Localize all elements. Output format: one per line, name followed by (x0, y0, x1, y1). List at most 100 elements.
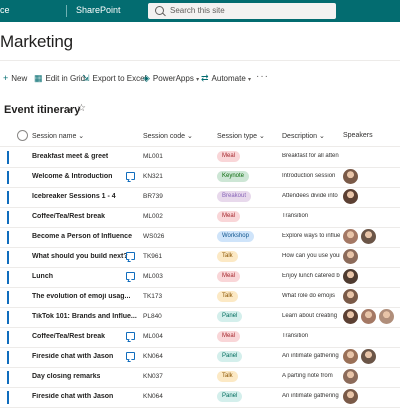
table-row[interactable]: Icebreaker Sessions 1 - 4 BR739 Breakout At… (0, 187, 400, 208)
speaker-avatar[interactable] (343, 389, 358, 404)
session-type-pill: Workshop (217, 231, 254, 242)
row-indicator (7, 371, 9, 384)
table-row[interactable]: TikTok 101: Brands and Influe... PL840 Pan… (0, 307, 400, 328)
command-bar: + New ▦ Edit in Grid ⇲ Export to Excel ◈ Pow… (0, 70, 400, 88)
suite-app-name[interactable]: ice (0, 5, 10, 15)
table-row[interactable]: Coffee/Tea/Rest break ML004 Meal Transition (0, 327, 400, 348)
session-name[interactable]: What should you build next? (32, 253, 128, 260)
session-code: TK961 (143, 253, 163, 260)
table-row[interactable]: Lunch ML003 Meal Enjoy lunch catered b (0, 267, 400, 288)
session-type-pill: Meal (217, 151, 241, 162)
session-name[interactable]: Day closing remarks (32, 373, 101, 380)
column-header-name[interactable]: Session name ⌄ (32, 133, 85, 140)
session-description: A parting note from (282, 373, 333, 379)
table-row[interactable]: Fireside chat with Jason KN064 Panel An int… (0, 347, 400, 368)
session-type-pill: Meal (217, 331, 241, 342)
speaker-avatar[interactable] (343, 289, 358, 304)
session-name[interactable]: Fireside chat with Jason (32, 353, 114, 360)
table-row[interactable]: Fireside chat with Jason KN064 Panel An int… (0, 387, 400, 408)
speaker-avatar[interactable] (343, 249, 358, 264)
session-code: ML003 (143, 273, 163, 280)
session-code: WS026 (143, 233, 165, 240)
column-header-description[interactable]: Description ⌄ (282, 133, 325, 140)
speaker-avatar[interactable] (361, 349, 376, 364)
speaker-avatar[interactable] (361, 309, 376, 324)
speaker-avatar[interactable] (343, 229, 358, 244)
row-indicator (7, 231, 9, 244)
star-icon[interactable]: ☆ (77, 103, 86, 114)
column-header-speakers[interactable]: Speakers (343, 132, 373, 139)
comment-icon[interactable] (126, 332, 135, 340)
table-row[interactable]: Day closing remarks KN037 Talk A parting no… (0, 367, 400, 388)
session-name[interactable]: Icebreaker Sessions 1 - 4 (32, 193, 116, 200)
row-indicator (7, 171, 9, 184)
comment-icon[interactable] (126, 172, 135, 180)
table-row[interactable]: Welcome & Introduction KN321 Keynote Introd… (0, 167, 400, 188)
session-name[interactable]: Become a Person of Influence (32, 233, 132, 240)
export-icon: ⇲ (82, 73, 90, 83)
search-box[interactable]: Search this site (148, 3, 336, 19)
header-divider (0, 60, 400, 61)
session-description: Learn about creating (282, 313, 338, 319)
suite-sharepoint-link[interactable]: SharePoint (76, 5, 121, 15)
session-name[interactable]: Breakfast meet & greet (32, 153, 109, 160)
speaker-avatar[interactable] (343, 169, 358, 184)
speaker-avatar[interactable] (343, 269, 358, 284)
site-title[interactable]: Marketing (0, 32, 73, 51)
table-row[interactable]: What should you build next? TK961 Talk How … (0, 247, 400, 268)
session-code: ML004 (143, 333, 163, 340)
speaker-avatar[interactable] (343, 349, 358, 364)
session-code: BR739 (143, 193, 163, 200)
session-type-pill: Keynote (217, 171, 250, 182)
comment-icon[interactable] (126, 352, 135, 360)
session-code: ML001 (143, 153, 163, 160)
new-button[interactable]: + New (3, 73, 28, 83)
session-type-pill: Talk (217, 371, 238, 382)
session-name[interactable]: Lunch (32, 273, 53, 280)
speaker-avatar[interactable] (361, 229, 376, 244)
session-description: An intimate gathering (282, 353, 339, 359)
session-type-pill: Panel (217, 311, 243, 322)
row-indicator (7, 331, 9, 344)
edit-in-grid-button[interactable]: ▦ Edit in Grid (34, 73, 86, 83)
session-name[interactable]: TikTok 101: Brands and Influe... (32, 313, 137, 320)
export-excel-button[interactable]: ⇲ Export to Excel (82, 73, 147, 83)
automate-button[interactable]: ⇄ Automate ▾ (201, 73, 252, 83)
session-description: What role do emojis (282, 293, 336, 299)
search-icon (155, 6, 164, 15)
view-title[interactable]: Event itinerary (4, 104, 81, 116)
session-name[interactable]: Fireside chat with Jason (32, 393, 114, 400)
table-row[interactable]: Breakfast meet & greet ML001 Meal Breakfast… (0, 147, 400, 168)
table-row[interactable]: Become a Person of Influence WS026 Worksho… (0, 227, 400, 248)
search-placeholder: Search this site (170, 6, 225, 15)
select-all-checkbox[interactable] (17, 130, 28, 141)
powerapps-button[interactable]: ◈ PowerApps ▾ (143, 73, 200, 83)
plus-icon: + (3, 73, 9, 83)
speaker-avatar[interactable] (343, 309, 358, 324)
column-header-type[interactable]: Session type ⌄ (217, 133, 265, 140)
session-type-pill: Breakout (217, 191, 252, 202)
speaker-avatar[interactable] (343, 189, 358, 204)
session-code: KN321 (143, 173, 163, 180)
speaker-avatar[interactable] (343, 369, 358, 384)
session-description: Attendees divide into (282, 193, 338, 199)
speaker-avatar[interactable] (379, 309, 394, 324)
comment-icon[interactable] (126, 252, 135, 260)
session-name[interactable]: Coffee/Tea/Rest break (32, 333, 106, 340)
chevron-down-icon[interactable]: ▾ (68, 107, 72, 114)
row-indicator (7, 151, 9, 164)
table-row[interactable]: Coffee/Tea/Rest break ML002 Meal Transition (0, 207, 400, 228)
session-name[interactable]: Welcome & Introduction (32, 173, 113, 180)
comment-icon[interactable] (126, 272, 135, 280)
session-code: KN037 (143, 373, 163, 380)
session-type-pill: Talk (217, 251, 238, 262)
suite-bar: ice SharePoint Search this site (0, 0, 400, 22)
more-commands-button[interactable]: ··· (256, 71, 269, 82)
session-name[interactable]: The evolution of emoji usag... (32, 293, 131, 300)
session-description: Introduction session (282, 173, 336, 179)
column-header-code[interactable]: Session code ⌄ (143, 133, 193, 140)
table-row[interactable]: The evolution of emoji usag... TK173 Talk W… (0, 287, 400, 308)
session-name[interactable]: Coffee/Tea/Rest break (32, 213, 106, 220)
row-indicator (7, 211, 9, 224)
grid-icon: ▦ (34, 73, 43, 83)
